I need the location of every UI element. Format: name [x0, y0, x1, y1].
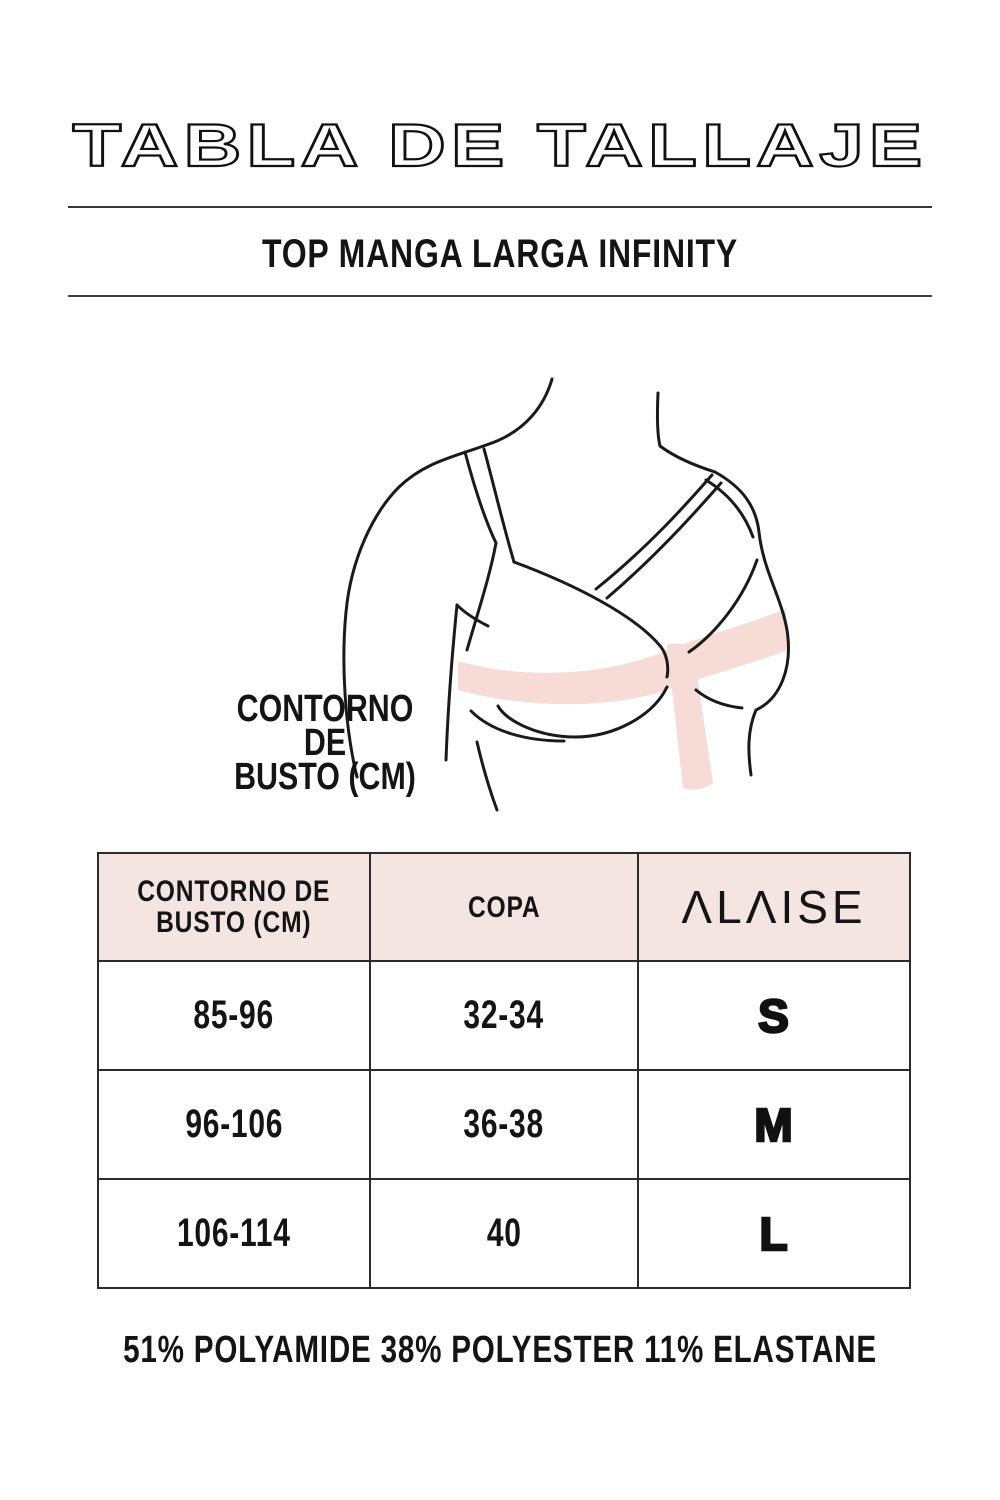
- header-cell-busto: CONTORNO DE BUSTO (CM): [97, 852, 371, 962]
- busto-value: 106-114: [177, 1211, 291, 1255]
- header-cell-copa: COPA: [369, 852, 639, 962]
- bust-measure-label: CONTORNO DE BUSTO (CM): [234, 688, 416, 798]
- fabric-composition: 51% POLYAMIDE 38% POLYESTER 11% ELASTANE: [123, 1329, 877, 1371]
- table-row: 106-114 40 L: [97, 1178, 911, 1289]
- size-value: M: [753, 1097, 794, 1152]
- size-value: S: [757, 988, 790, 1043]
- table-row: 85-96 32-34 S: [97, 960, 911, 1071]
- busto-cell: 96-106: [97, 1069, 371, 1180]
- copa-value: 40: [486, 1211, 522, 1255]
- table-row: 96-106 36-38 M: [97, 1069, 911, 1180]
- table-header-row: CONTORNO DE BUSTO (CM) COPA ΛLΛISE: [97, 852, 911, 962]
- header-busto-label: CONTORNO DE BUSTO (CM): [137, 875, 331, 939]
- size-value: L: [758, 1206, 789, 1261]
- page-title: TABLA DE TALLAJE: [71, 111, 928, 180]
- copa-value: 36-38: [463, 1102, 545, 1146]
- copa-cell: 40: [369, 1178, 639, 1289]
- brand-logo: ΛLΛISE: [681, 881, 867, 933]
- size-cell: M: [637, 1069, 911, 1180]
- busto-cell: 106-114: [97, 1178, 371, 1289]
- product-name: TOP MANGA LARGA INFINITY: [261, 232, 739, 276]
- busto-cell: 85-96: [97, 960, 371, 1071]
- size-cell: S: [637, 960, 911, 1071]
- ribbon-tail: [667, 643, 713, 790]
- header-copa-label: COPA: [467, 890, 541, 924]
- size-cell: L: [637, 1178, 911, 1289]
- header-cell-brand: ΛLΛISE: [637, 852, 911, 962]
- copa-cell: 32-34: [369, 960, 639, 1071]
- size-table: CONTORNO DE BUSTO (CM) COPA ΛLΛISE 85-96…: [97, 852, 911, 1289]
- copa-cell: 36-38: [369, 1069, 639, 1180]
- busto-value: 96-106: [185, 1102, 283, 1146]
- busto-value: 85-96: [193, 993, 275, 1037]
- divider-top: [68, 206, 932, 208]
- ribbon-band: [458, 609, 788, 705]
- copa-value: 32-34: [463, 993, 545, 1037]
- divider-bottom: [68, 295, 932, 297]
- figure-right-lines: [594, 391, 790, 777]
